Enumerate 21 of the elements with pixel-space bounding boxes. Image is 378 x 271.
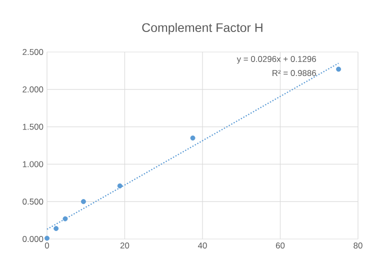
point xyxy=(44,236,50,241)
x-tick-label: 60 xyxy=(276,242,285,249)
y-tick-label: 2.500 xyxy=(22,49,44,55)
y-tick-label: 0.500 xyxy=(22,198,44,205)
y-tick-label: 0.000 xyxy=(22,236,44,242)
annotation: R² = 0.9886 xyxy=(272,70,316,76)
x-tick-label: 40 xyxy=(198,242,207,249)
annotation: y = 0.0296x + 0.1296 xyxy=(236,56,316,64)
y-tick-label: 1.500 xyxy=(22,124,44,130)
y-tick-label: 1.000 xyxy=(22,161,44,168)
point xyxy=(54,226,59,232)
point xyxy=(190,136,196,141)
x-tick-label: 0 xyxy=(44,242,50,249)
y-tick-label: 2.000 xyxy=(22,86,44,92)
point xyxy=(117,183,122,188)
x-tick-label: 80 xyxy=(354,242,362,249)
point xyxy=(80,199,86,204)
chart-title: Complement Factor H xyxy=(142,22,262,34)
point xyxy=(336,66,342,72)
x-tick-label: 20 xyxy=(120,242,130,249)
point xyxy=(62,216,68,222)
